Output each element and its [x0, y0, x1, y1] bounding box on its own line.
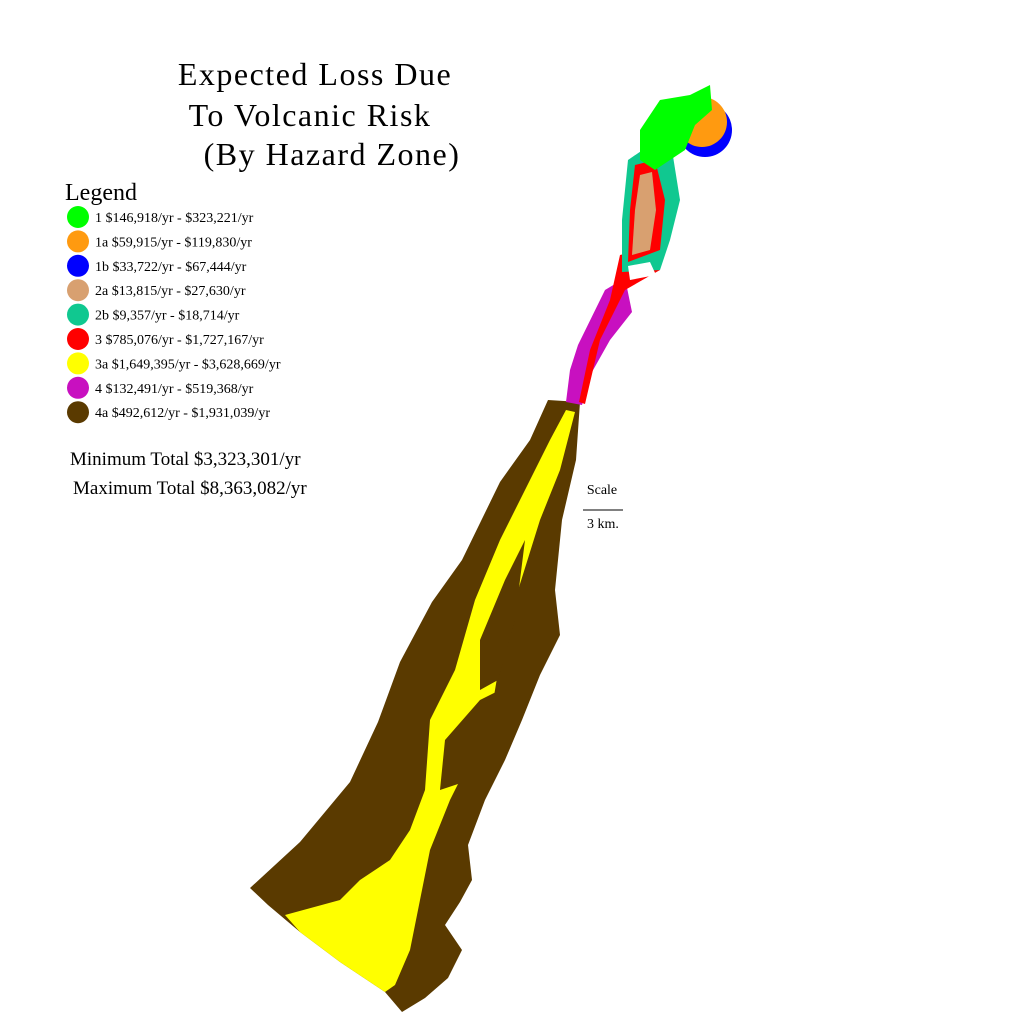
zone-1	[640, 85, 712, 170]
zone-4a-island	[480, 540, 525, 690]
scale-heading: Scale	[587, 483, 617, 498]
legend-swatch	[67, 352, 89, 375]
title-line: Expected Loss Due	[178, 56, 452, 92]
legend-swatch	[67, 230, 89, 253]
zone-2a	[632, 172, 656, 255]
legend-label: 4 $132,491/yr - $519,368/yr	[95, 382, 254, 397]
legend-label: 3 $785,076/yr - $1,727,167/yr	[95, 333, 264, 348]
legend: 1 $146,918/yr - $323,221/yr 1a $59,915/yr…	[67, 206, 281, 424]
legend-label: 4a $492,612/yr - $1,931,039/yr	[95, 406, 270, 421]
scale-distance: 3 km.	[587, 517, 619, 532]
hazard-map	[250, 85, 732, 1012]
legend-label: 2b $9,357/yr - $18,714/yr	[95, 309, 240, 324]
title-line: (By Hazard Zone)	[204, 136, 461, 172]
legend-swatch	[67, 254, 89, 277]
legend-swatch	[67, 279, 89, 302]
legend-label: 1 $146,918/yr - $323,221/yr	[95, 211, 254, 226]
legend-label: 1b $33,722/yr - $67,444/yr	[95, 260, 247, 275]
legend-label: 3a $1,649,395/yr - $3,628,669/yr	[95, 357, 281, 372]
legend-label: 2a $13,815/yr - $27,630/yr	[95, 284, 246, 299]
total-minimum: Minimum Total $3,323,301/yr	[70, 449, 301, 470]
legend-swatch	[67, 303, 89, 326]
zone-3a	[285, 410, 575, 992]
gap	[628, 262, 656, 280]
legend-swatch	[67, 376, 89, 399]
legend-swatch	[67, 206, 89, 228]
legend-label: 1a $59,915/yr - $119,830/yr	[95, 235, 252, 250]
legend-heading: Legend	[65, 180, 137, 206]
total-maximum: Maximum Total $8,363,082/yr	[73, 478, 307, 499]
legend-swatch	[67, 401, 89, 424]
zone-4a-island	[440, 690, 500, 790]
legend-swatch	[67, 328, 89, 350]
title-line: To Volcanic Risk	[189, 97, 432, 133]
